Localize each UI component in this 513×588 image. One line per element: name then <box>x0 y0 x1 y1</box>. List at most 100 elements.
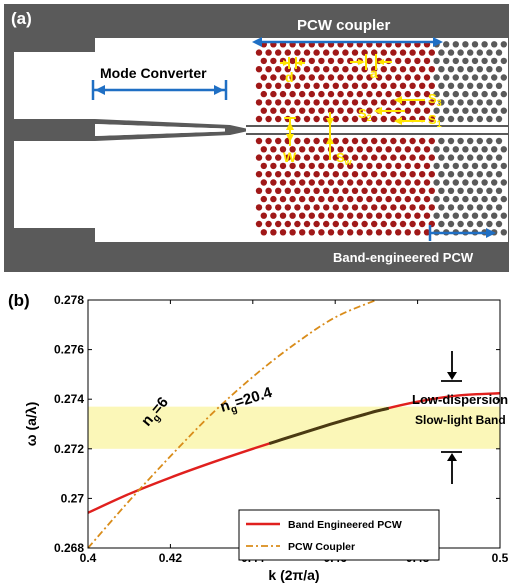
pcw-hole <box>500 195 507 203</box>
coupler-hole <box>284 154 291 161</box>
coupler-hole <box>270 74 277 81</box>
coupler-hole <box>351 66 359 73</box>
coupler-hole <box>414 162 421 170</box>
coupler-hole <box>399 66 407 73</box>
coupler-hole <box>303 99 311 106</box>
shift-arrows <box>374 96 425 125</box>
pcw-hole <box>438 171 445 178</box>
coupler-hole <box>366 179 373 186</box>
coupler-hole <box>275 82 282 90</box>
coupler-hole <box>308 179 315 186</box>
coupler-hole <box>366 195 373 203</box>
pcw-hole <box>471 74 479 81</box>
coupler-hole <box>279 212 287 219</box>
coupler-hole <box>275 99 282 106</box>
coupler-hole <box>361 171 368 178</box>
y-axis-label: ω (a/λ) <box>23 402 39 447</box>
pcw-hole <box>438 204 445 211</box>
pcw-hole <box>447 137 455 145</box>
coupler-hole <box>409 154 416 161</box>
pcw-hole <box>467 82 474 90</box>
coupler-hole <box>299 229 306 236</box>
legend-box <box>238 509 440 561</box>
x-axis-label: k (2π/a) <box>268 567 319 583</box>
coupler-hole <box>404 162 411 170</box>
coupler-hole <box>337 107 344 114</box>
d-label: d <box>285 69 294 85</box>
pcw-hole <box>495 171 503 178</box>
sw-label: Sw <box>336 150 353 167</box>
coupler-hole <box>347 107 354 114</box>
coupler-hole <box>404 74 411 81</box>
d-annotation <box>280 57 305 69</box>
coupler-hole <box>404 212 411 219</box>
coupler-hole <box>380 187 387 194</box>
coupler-hole <box>385 195 392 203</box>
coupler-hole <box>260 74 267 81</box>
pcw-hole <box>443 90 450 98</box>
coupler-hole <box>279 162 287 170</box>
coupler-hole <box>289 212 296 219</box>
coupler-hole <box>366 74 373 81</box>
pcw-hole <box>486 204 493 211</box>
pcw-coupler-title: PCW coupler <box>297 17 391 34</box>
coupler-hole <box>337 229 344 236</box>
pcw-hole <box>481 57 488 65</box>
pcw-hole <box>495 99 503 106</box>
pcw-hole <box>486 115 493 123</box>
coupler-hole <box>356 107 363 114</box>
pcw-hole <box>452 212 459 219</box>
pcw-hole <box>438 82 445 90</box>
coupler-hole <box>323 154 330 161</box>
pcw-hole <box>476 49 483 56</box>
coupler-hole <box>347 195 354 203</box>
coupler-hole <box>337 162 344 170</box>
coupler-hole <box>399 137 407 145</box>
coupler-hole <box>371 187 378 194</box>
coupler-hole <box>327 74 335 81</box>
coupler-hole <box>270 179 277 186</box>
coupler-hole <box>323 99 330 106</box>
coupler-hole <box>428 99 435 106</box>
pcw-hole <box>443 57 450 65</box>
coupler-hole <box>284 187 291 194</box>
pcw-hole <box>457 82 464 90</box>
coupler-hole <box>380 82 387 90</box>
pcw-hole <box>433 74 440 81</box>
coupler-hole <box>390 204 397 211</box>
coupler-hole <box>351 115 359 123</box>
pcw-hole <box>471 146 479 153</box>
pcw-hole <box>500 162 507 170</box>
coupler-hole <box>375 212 383 219</box>
coupler-hole <box>303 171 311 178</box>
coupler-hole <box>385 162 392 170</box>
coupler-hole <box>308 229 315 236</box>
pcw-hole <box>462 107 469 114</box>
pcw-hole <box>443 146 450 153</box>
coupler-hole <box>299 74 306 81</box>
pcw-hole <box>447 187 455 194</box>
coupler-hole <box>347 74 354 81</box>
coupler-hole <box>275 171 282 178</box>
pcw-hole <box>471 162 479 170</box>
pcw-hole <box>457 115 464 123</box>
coupler-hole <box>299 195 306 203</box>
pcw-hole <box>447 115 455 123</box>
pcw-hole <box>457 204 464 211</box>
coupler-hole <box>399 82 407 90</box>
coupler-hole <box>327 229 335 236</box>
coupler-hole <box>428 204 435 211</box>
coupler-hole <box>289 57 296 65</box>
coupler-hole <box>275 204 282 211</box>
coupler-hole <box>327 90 335 98</box>
coupler-hole <box>265 137 272 145</box>
pcw-hole <box>476 137 483 145</box>
band-label-line-2: Slow-light Band <box>415 413 506 427</box>
mode-converter-arrow <box>91 80 228 100</box>
coupler-hole <box>428 187 435 194</box>
pcw-hole <box>476 187 483 194</box>
pcw-hole <box>438 49 445 56</box>
pcw-hole <box>462 41 469 48</box>
pcw-hole <box>495 204 503 211</box>
